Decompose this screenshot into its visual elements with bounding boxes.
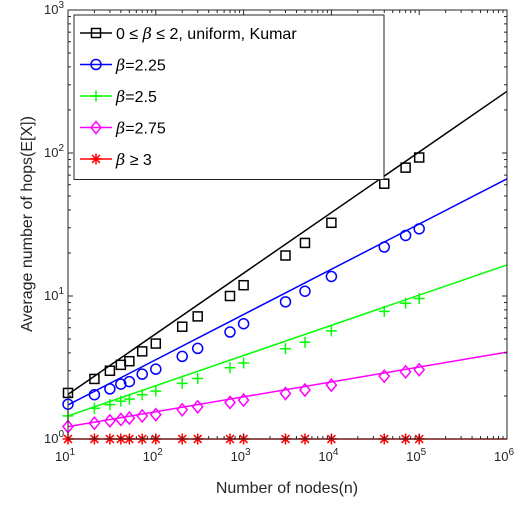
circle-marker bbox=[88, 388, 101, 401]
series-2 bbox=[62, 264, 508, 422]
plus-marker bbox=[192, 372, 204, 384]
circle-marker bbox=[224, 326, 236, 338]
diamond-marker bbox=[149, 407, 162, 422]
plus-marker bbox=[90, 90, 102, 102]
plus-marker bbox=[400, 297, 412, 309]
x-tick-label: 101 bbox=[55, 447, 75, 464]
y-tick-label: 103 bbox=[44, 0, 64, 17]
circle-marker bbox=[299, 285, 311, 297]
square-marker bbox=[413, 152, 425, 163]
square-marker bbox=[326, 217, 337, 229]
plus-marker bbox=[176, 377, 188, 389]
plus-marker bbox=[413, 293, 425, 305]
diamond-marker bbox=[191, 399, 204, 414]
diamond-marker bbox=[103, 413, 116, 428]
circle-marker bbox=[399, 229, 412, 242]
plus-marker bbox=[299, 336, 311, 348]
series-line bbox=[67, 90, 508, 396]
circle-marker bbox=[123, 375, 136, 388]
diamond-marker bbox=[123, 410, 136, 426]
circle-marker bbox=[191, 342, 204, 355]
plus-marker bbox=[136, 389, 148, 401]
legend-entry: 0 ≤ β ≤ 2, uniform, Kumar bbox=[80, 24, 297, 43]
legend: 0 ≤ β ≤ 2, uniform, Kumar β=2.25 β=2.5 β=2.… bbox=[73, 14, 385, 180]
square-marker bbox=[124, 355, 135, 367]
diamond-marker bbox=[237, 392, 250, 408]
square-marker bbox=[176, 321, 188, 332]
plus-marker bbox=[325, 325, 337, 337]
square-marker bbox=[238, 279, 249, 291]
plot-frame bbox=[67, 9, 508, 440]
circle-marker bbox=[279, 296, 292, 308]
square-marker bbox=[136, 346, 148, 357]
circle-marker bbox=[413, 223, 425, 235]
plus-marker bbox=[115, 395, 127, 407]
circle-marker bbox=[136, 368, 148, 380]
x-tick-label: 103 bbox=[231, 447, 251, 464]
x-tick-label: 104 bbox=[318, 447, 338, 464]
square-marker bbox=[224, 290, 236, 302]
square-marker bbox=[280, 250, 291, 261]
square-marker bbox=[299, 237, 311, 249]
plus-marker bbox=[88, 402, 100, 414]
series-3 bbox=[62, 351, 508, 434]
diamond-marker bbox=[298, 382, 311, 398]
square-marker bbox=[400, 162, 411, 173]
plus-marker bbox=[279, 343, 291, 355]
plus-marker bbox=[378, 305, 390, 317]
x-tick-label: 106 bbox=[494, 447, 514, 464]
diamond-marker bbox=[279, 386, 292, 401]
y-tick-label: 100 bbox=[44, 429, 64, 446]
series-line bbox=[67, 264, 508, 417]
diamond-marker bbox=[325, 377, 338, 393]
diamond-marker bbox=[399, 364, 412, 379]
circle-marker bbox=[90, 58, 102, 71]
y-axis-title: Average number of hops(E[X]) bbox=[19, 116, 36, 332]
diamond-marker bbox=[176, 402, 189, 417]
plus-marker bbox=[104, 399, 116, 411]
square-marker bbox=[192, 311, 203, 322]
legend-entry: β=2.75 bbox=[80, 119, 166, 138]
diamond-marker bbox=[88, 416, 101, 431]
square-marker bbox=[90, 27, 102, 39]
diamond-marker bbox=[90, 120, 102, 135]
square-marker bbox=[150, 338, 162, 349]
legend-entry: β=2.5 bbox=[80, 87, 157, 106]
x-tick-label: 102 bbox=[143, 447, 163, 464]
plus-marker bbox=[150, 385, 162, 397]
series-line bbox=[67, 178, 508, 406]
circle-marker bbox=[378, 241, 391, 253]
asterisk-marker bbox=[90, 153, 102, 165]
square-marker bbox=[104, 365, 116, 377]
legend-label: β=2.25 bbox=[115, 56, 166, 75]
plus-marker bbox=[123, 393, 135, 405]
square-marker bbox=[89, 373, 100, 385]
diamond-marker bbox=[413, 362, 426, 377]
diamond-marker bbox=[378, 369, 391, 384]
circle-marker bbox=[150, 363, 162, 375]
x-axis-title: Number of nodes(n) bbox=[216, 480, 358, 497]
legend-label: β ≥ 3 bbox=[115, 150, 152, 169]
y-tick-label: 101 bbox=[44, 286, 64, 303]
diamond-marker bbox=[224, 395, 236, 410]
legend-label: 0 ≤ β ≤ 2, uniform, Kumar bbox=[116, 24, 297, 43]
circle-marker bbox=[104, 383, 116, 395]
x-tick-label: 105 bbox=[406, 447, 426, 464]
plus-marker bbox=[238, 357, 250, 369]
legend-label: β=2.75 bbox=[115, 119, 166, 138]
plus-marker bbox=[224, 362, 236, 374]
legend-box bbox=[73, 14, 385, 180]
circle-marker bbox=[325, 270, 338, 283]
legend-label: β=2.5 bbox=[115, 87, 157, 106]
diamond-marker bbox=[136, 408, 149, 424]
circle-marker bbox=[176, 350, 188, 363]
circle-marker bbox=[237, 317, 250, 330]
legend-entry: β=2.25 bbox=[80, 56, 166, 75]
legend-entry: β ≥ 3 bbox=[80, 150, 152, 169]
y-tick-label: 102 bbox=[44, 143, 64, 160]
